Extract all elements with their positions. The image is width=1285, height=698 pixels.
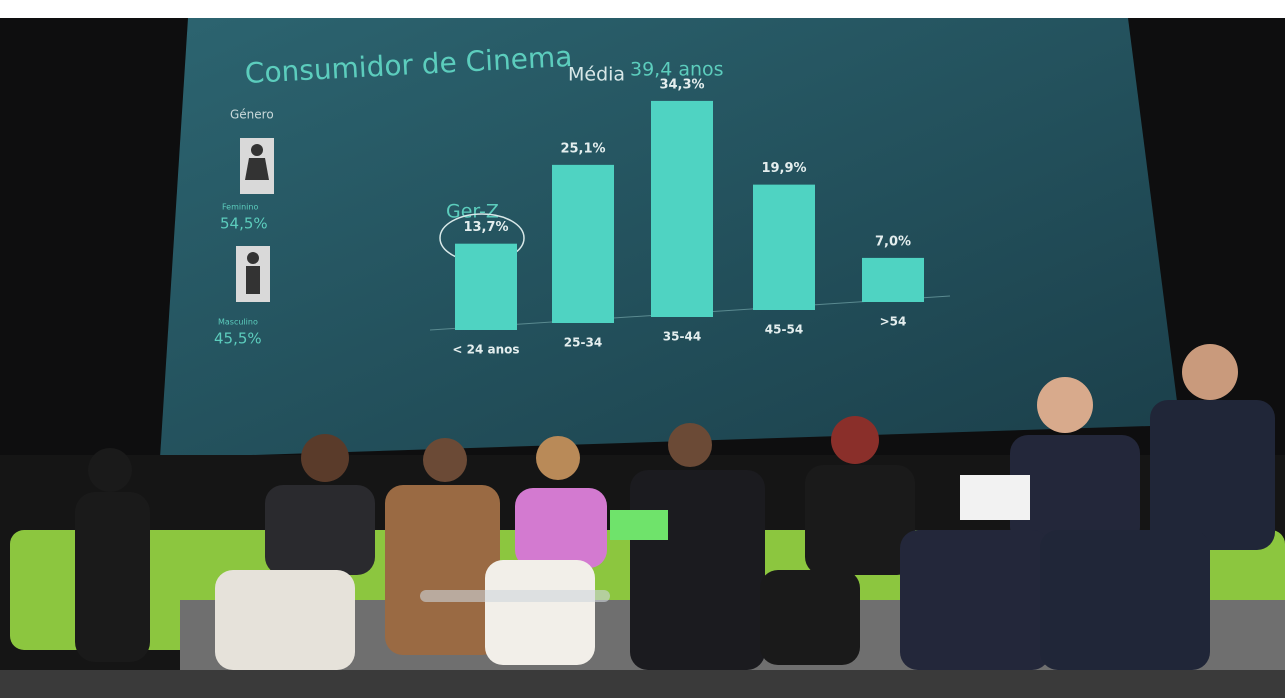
floor [0,670,1285,698]
female-icon-body [245,158,269,180]
bar [753,185,815,310]
callout: Ger-Z [446,201,499,223]
value-label: 7,0% [875,234,911,249]
page: Consumidor de Cinema Média 39,4 anos Gén… [0,0,1285,698]
female-label: Feminino [222,203,258,212]
male-label: Masculino [218,318,258,327]
bar [862,258,924,302]
bar [455,244,517,330]
category-label: 45-54 [765,323,803,337]
average-label: Média [568,64,625,86]
value-label: 25,1% [560,141,605,156]
photo: Consumidor de Cinema Média 39,4 anos Gén… [0,0,1285,698]
top-strip [0,0,1285,18]
bar [552,165,614,323]
category-label: 35-44 [663,330,701,344]
female-value: 54,5% [220,215,268,233]
glass-table [420,590,610,602]
male-value: 45,5% [214,330,262,348]
female-icon-head [251,144,263,156]
bar [651,101,713,317]
category-label: >54 [880,315,907,329]
value-label: 13,7% [463,220,508,235]
value-label: 34,3% [659,77,704,92]
male-icon-head [247,252,259,264]
gender-label: Género [230,108,274,122]
category-label: 25-34 [564,336,602,350]
category-label: < 24 anos [452,343,519,357]
value-label: 19,9% [761,161,806,176]
male-icon-body [246,266,260,294]
